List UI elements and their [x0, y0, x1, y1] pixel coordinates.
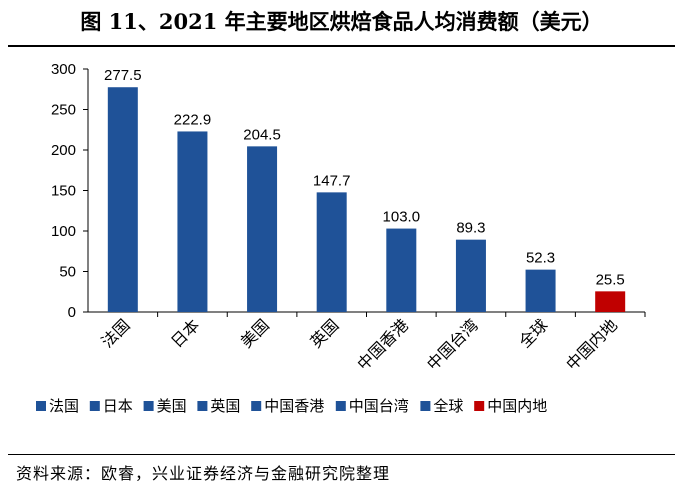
y-tick-label: 300: [51, 61, 76, 78]
legend-swatch: [143, 401, 154, 411]
x-tick-label: 全球: [515, 315, 551, 351]
source-divider: [8, 454, 675, 455]
data-label: 52.3: [526, 250, 555, 267]
legend-swatch: [89, 401, 100, 411]
bar-4: [316, 192, 347, 312]
x-tick-label: 美国: [237, 315, 273, 351]
y-tick-label: 150: [51, 183, 76, 200]
title-divider: [8, 45, 675, 47]
bar-1: [107, 87, 138, 312]
y-tick-label: 200: [51, 142, 76, 159]
legend-label: 法国: [49, 397, 79, 415]
bar-2: [177, 131, 208, 312]
legend-swatch: [251, 401, 262, 411]
x-tick-label: 中国内地: [562, 315, 621, 374]
data-label: 147.7: [313, 172, 351, 189]
legend-label: 中国香港: [264, 397, 324, 415]
legend-swatch: [474, 401, 485, 411]
x-tick-label: 中国台湾: [423, 315, 482, 374]
legend-label: 中国内地: [487, 397, 547, 415]
bar-6: [455, 239, 486, 312]
y-tick-label: 50: [59, 264, 76, 281]
chart-title: 图 11、2021 年主要地区烘焙食品人均消费额（美元）: [80, 9, 603, 34]
y-tick-label: 100: [51, 223, 76, 240]
legend-label: 英国: [210, 397, 240, 415]
legend-label: 美国: [157, 397, 187, 415]
x-tick-label: 中国香港: [353, 315, 412, 374]
legend-swatch: [335, 401, 346, 411]
source-note: 资料来源：欧睿，兴业证券经济与金融研究院整理: [16, 464, 391, 483]
legend-swatch: [420, 401, 431, 411]
legend-label: 中国台湾: [349, 397, 409, 415]
data-label: 103.0: [383, 209, 421, 226]
data-label: 25.5: [596, 271, 625, 288]
x-tick-label: 日本: [167, 315, 203, 351]
data-label: 204.5: [243, 126, 281, 143]
legend-swatch: [197, 401, 208, 411]
bar-7: [525, 269, 556, 312]
data-label: 89.3: [456, 220, 485, 237]
y-tick-label: 0: [68, 304, 76, 321]
x-tick-label: 法国: [98, 315, 134, 351]
legend-label: 全球: [433, 397, 463, 415]
bar-8: [595, 291, 626, 312]
bar-3: [247, 146, 278, 312]
data-label: 277.5: [104, 67, 142, 84]
legend-swatch: [36, 401, 46, 411]
bar-chart: 0 50 100 150 200 250 300 277.5 法国 222.9 日本 204.5 美国 1…: [36, 61, 646, 415]
data-label: 222.9: [174, 111, 212, 128]
legend-label: 日本: [103, 397, 133, 415]
x-tick-label: 英国: [306, 315, 342, 351]
bar-5: [386, 228, 417, 312]
y-tick-label: 250: [51, 102, 76, 119]
